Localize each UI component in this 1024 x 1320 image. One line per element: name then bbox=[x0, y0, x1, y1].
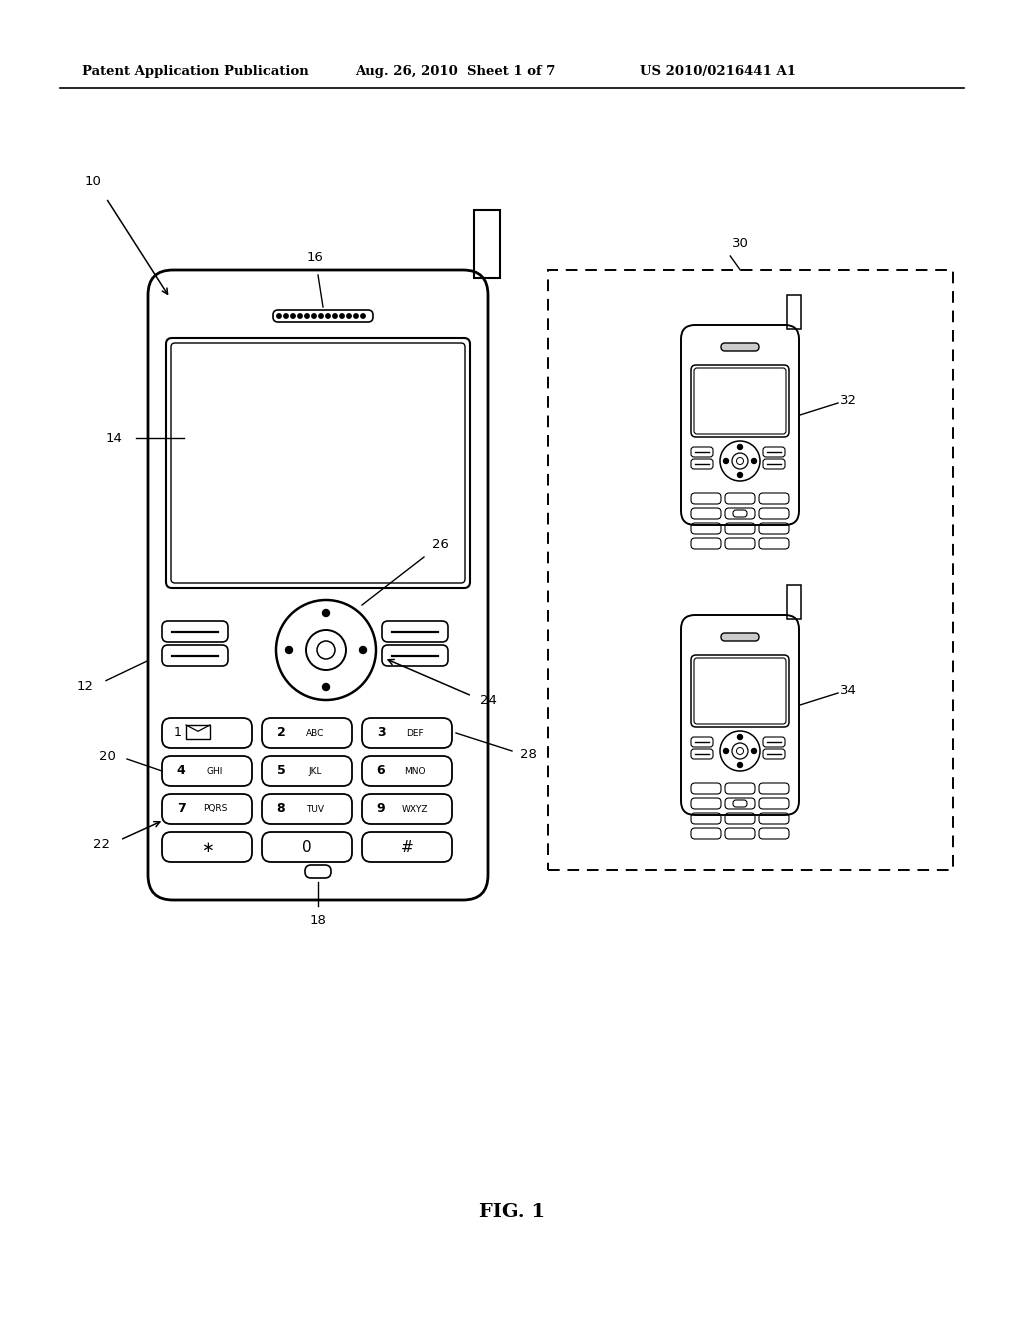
Circle shape bbox=[291, 314, 295, 318]
Bar bbox=[186, 725, 210, 739]
FancyBboxPatch shape bbox=[721, 343, 759, 351]
Circle shape bbox=[333, 314, 337, 318]
Circle shape bbox=[737, 473, 742, 478]
Circle shape bbox=[340, 314, 344, 318]
Text: WXYZ: WXYZ bbox=[401, 804, 428, 813]
Text: Patent Application Publication: Patent Application Publication bbox=[82, 66, 309, 78]
Circle shape bbox=[305, 314, 309, 318]
Text: 3: 3 bbox=[377, 726, 385, 739]
Text: ∗: ∗ bbox=[201, 840, 213, 854]
Circle shape bbox=[360, 314, 366, 318]
Text: 34: 34 bbox=[840, 685, 857, 697]
Text: TUV: TUV bbox=[306, 804, 324, 813]
Text: US 2010/0216441 A1: US 2010/0216441 A1 bbox=[640, 66, 796, 78]
Circle shape bbox=[298, 314, 302, 318]
Text: 8: 8 bbox=[276, 803, 286, 816]
Circle shape bbox=[286, 647, 293, 653]
Text: #: # bbox=[400, 840, 414, 854]
Circle shape bbox=[737, 734, 742, 739]
Text: 12: 12 bbox=[77, 680, 94, 693]
Circle shape bbox=[326, 314, 330, 318]
Text: DEF: DEF bbox=[407, 729, 424, 738]
Text: ABC: ABC bbox=[306, 729, 325, 738]
Text: 1: 1 bbox=[174, 726, 182, 739]
Circle shape bbox=[724, 458, 728, 463]
Circle shape bbox=[276, 314, 282, 318]
Text: FIG. 1: FIG. 1 bbox=[479, 1203, 545, 1221]
Text: 0: 0 bbox=[302, 840, 312, 854]
Circle shape bbox=[359, 647, 367, 653]
Text: 24: 24 bbox=[480, 693, 497, 706]
Circle shape bbox=[752, 458, 757, 463]
Bar bbox=[548, 271, 953, 870]
Circle shape bbox=[737, 763, 742, 767]
Text: 30: 30 bbox=[732, 238, 750, 249]
Bar bbox=[474, 210, 500, 279]
FancyBboxPatch shape bbox=[721, 634, 759, 642]
Text: MNO: MNO bbox=[404, 767, 426, 776]
Text: 26: 26 bbox=[432, 539, 449, 550]
Text: 6: 6 bbox=[377, 764, 385, 777]
Text: 28: 28 bbox=[520, 748, 537, 762]
Text: 32: 32 bbox=[840, 395, 857, 408]
Circle shape bbox=[284, 314, 288, 318]
Circle shape bbox=[323, 684, 330, 690]
Circle shape bbox=[318, 314, 324, 318]
Text: 2: 2 bbox=[276, 726, 286, 739]
Text: 14: 14 bbox=[105, 432, 122, 445]
Text: 10: 10 bbox=[85, 176, 101, 187]
Text: 9: 9 bbox=[377, 803, 385, 816]
Bar bbox=[787, 585, 801, 619]
Text: 4: 4 bbox=[176, 764, 185, 777]
Bar bbox=[787, 294, 801, 329]
Text: 20: 20 bbox=[99, 751, 116, 763]
Circle shape bbox=[347, 314, 351, 318]
Circle shape bbox=[354, 314, 358, 318]
Text: Aug. 26, 2010  Sheet 1 of 7: Aug. 26, 2010 Sheet 1 of 7 bbox=[355, 66, 555, 78]
Text: 22: 22 bbox=[93, 837, 110, 850]
Text: 5: 5 bbox=[276, 764, 286, 777]
Text: 7: 7 bbox=[176, 803, 185, 816]
Text: GHI: GHI bbox=[207, 767, 223, 776]
Text: 16: 16 bbox=[306, 251, 324, 264]
Circle shape bbox=[323, 610, 330, 616]
Circle shape bbox=[311, 314, 316, 318]
Circle shape bbox=[752, 748, 757, 754]
Text: JKL: JKL bbox=[308, 767, 322, 776]
Circle shape bbox=[724, 748, 728, 754]
Circle shape bbox=[737, 445, 742, 450]
Text: PQRS: PQRS bbox=[203, 804, 227, 813]
Text: 18: 18 bbox=[309, 913, 327, 927]
